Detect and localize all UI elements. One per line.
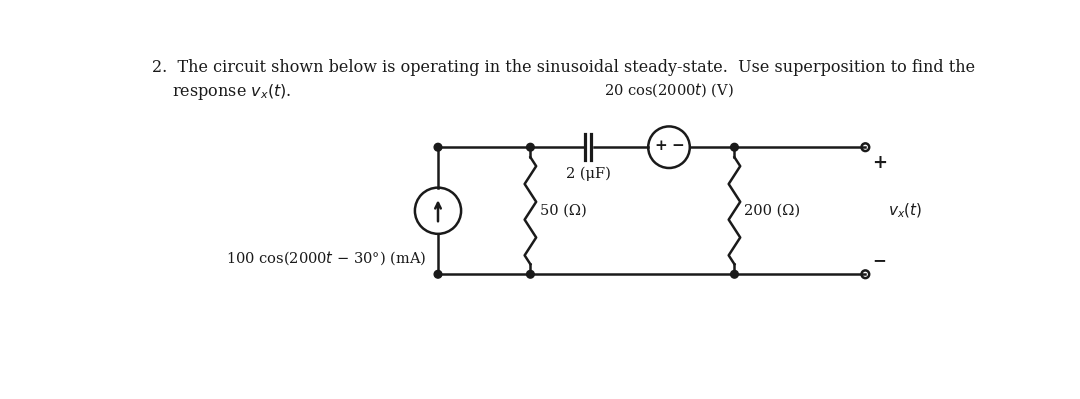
Text: −: − (671, 139, 684, 154)
Text: 100 cos(2000$t$ − 30°) (mA): 100 cos(2000$t$ − 30°) (mA) (226, 250, 427, 267)
Text: $v_x(t)$: $v_x(t)$ (889, 201, 922, 220)
Text: +: + (872, 154, 887, 172)
Text: 2 (μF): 2 (μF) (566, 166, 610, 181)
Text: response $v_x(t)$.: response $v_x(t)$. (151, 82, 292, 102)
Circle shape (527, 271, 535, 278)
Text: 20 cos(2000$t$) (V): 20 cos(2000$t$) (V) (604, 82, 733, 99)
Circle shape (434, 271, 442, 278)
Text: +: + (654, 139, 667, 154)
Circle shape (434, 143, 442, 151)
Circle shape (862, 143, 869, 151)
Circle shape (862, 271, 869, 278)
Text: 2.  The circuit shown below is operating in the sinusoidal steady-state.  Use su: 2. The circuit shown below is operating … (151, 59, 974, 76)
Circle shape (730, 143, 739, 151)
Text: 200 (Ω): 200 (Ω) (744, 204, 800, 218)
Text: −: − (873, 252, 887, 269)
Circle shape (730, 271, 739, 278)
Circle shape (527, 143, 535, 151)
Text: 50 (Ω): 50 (Ω) (540, 204, 588, 218)
